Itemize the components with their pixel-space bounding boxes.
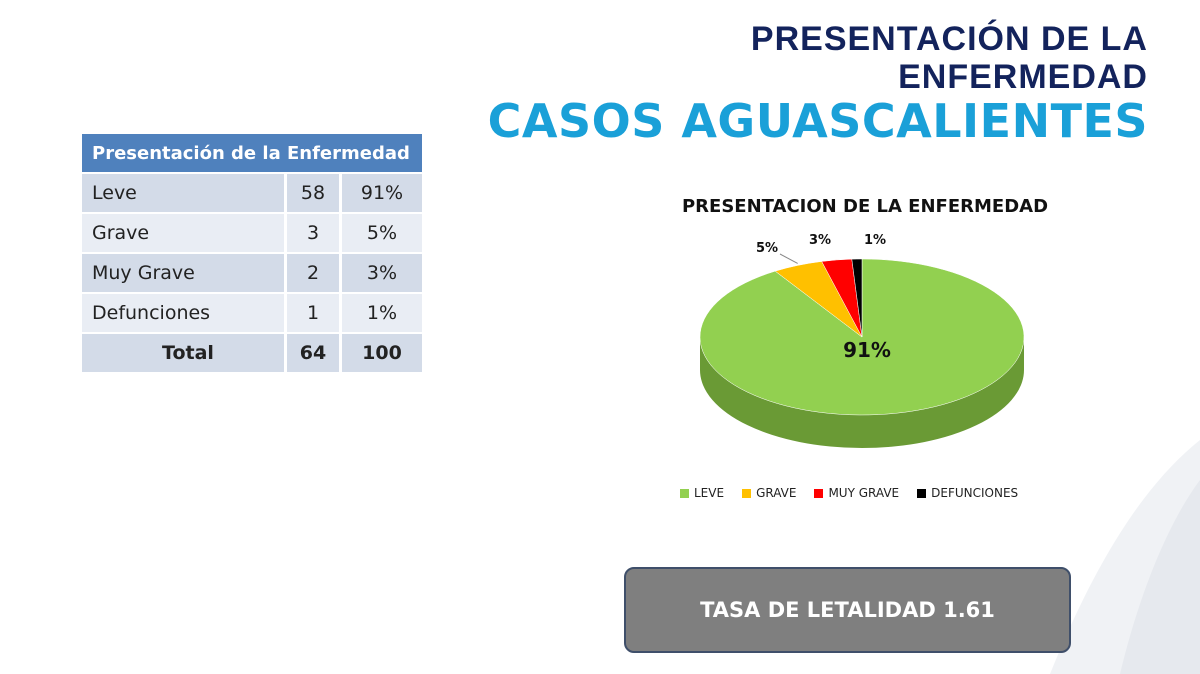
- row-percent: 5%: [339, 212, 422, 253]
- header-title-line2: ENFERMEDAD: [898, 58, 1148, 96]
- row-label: Muy Grave: [82, 252, 286, 293]
- table-row: Muy Grave 2 3%: [82, 252, 422, 293]
- chart-title: PRESENTACION DE LA ENFERMEDAD: [681, 196, 1049, 217]
- row-label: Defunciones: [82, 292, 286, 333]
- table-total-row: Total 64 100: [82, 332, 422, 372]
- chart-legend: LEVE GRAVE MUY GRAVE DEFUNCIONES: [680, 486, 1018, 500]
- table-title: Presentación de la Enfermedad: [82, 134, 422, 173]
- row-count: 3: [284, 212, 341, 253]
- decorative-swoosh: [1050, 440, 1200, 674]
- leader-line: [779, 253, 798, 264]
- header-title-line1: PRESENTACIÓN DE LA: [750, 20, 1148, 58]
- data-label-leve: 91%: [843, 338, 891, 362]
- data-label-defunciones: 1%: [864, 233, 886, 248]
- total-count: 64: [284, 332, 341, 372]
- table-row: Leve 58 91%: [82, 172, 422, 213]
- legend-swatch: [814, 488, 824, 498]
- legend-item-muy-grave: MUY GRAVE: [814, 486, 899, 500]
- lethality-rate-box: TASA DE LETALIDAD 1.61: [624, 567, 1071, 653]
- legend-item-defunciones: DEFUNCIONES: [917, 486, 1018, 500]
- legend-item-leve: LEVE: [680, 486, 724, 500]
- total-percent: 100: [339, 332, 422, 372]
- header-subtitle: CASOS AGUASCALIENTES: [487, 94, 1148, 148]
- legend-label: GRAVE: [756, 486, 797, 500]
- pie-side: [700, 337, 1024, 448]
- pie-chart-svg: 91% 5% 3% 1%: [699, 233, 1025, 448]
- data-label-muy-grave: 3%: [809, 233, 831, 248]
- data-label-grave: 5%: [756, 241, 778, 256]
- row-count: 2: [284, 252, 341, 293]
- table-row: Grave 3 5%: [82, 212, 422, 253]
- row-count: 1: [284, 292, 341, 333]
- legend-swatch: [742, 488, 752, 498]
- row-label: Grave: [82, 212, 286, 253]
- row-percent: 1%: [339, 292, 422, 333]
- disease-presentation-table: Presentación de la Enfermedad Leve 58 91…: [82, 134, 422, 372]
- total-label: Total: [82, 332, 286, 372]
- row-percent: 91%: [339, 172, 422, 213]
- table-row: Defunciones 1 1%: [82, 292, 422, 333]
- legend-swatch: [680, 488, 689, 498]
- legend-label: LEVE: [694, 486, 725, 500]
- legend-label: DEFUNCIONES: [931, 486, 1019, 500]
- pie-chart: PRESENTACION DE LA ENFERMEDAD 91% 5% 3% 1% …: [640, 180, 1110, 520]
- row-label: Leve: [82, 172, 286, 213]
- row-count: 58: [284, 172, 341, 213]
- row-percent: 3%: [339, 252, 422, 293]
- pie-slice-defunciones: [851, 258, 863, 338]
- legend-item-grave: GRAVE: [742, 486, 796, 500]
- legend-label: MUY GRAVE: [828, 486, 900, 500]
- legend-swatch: [917, 488, 927, 498]
